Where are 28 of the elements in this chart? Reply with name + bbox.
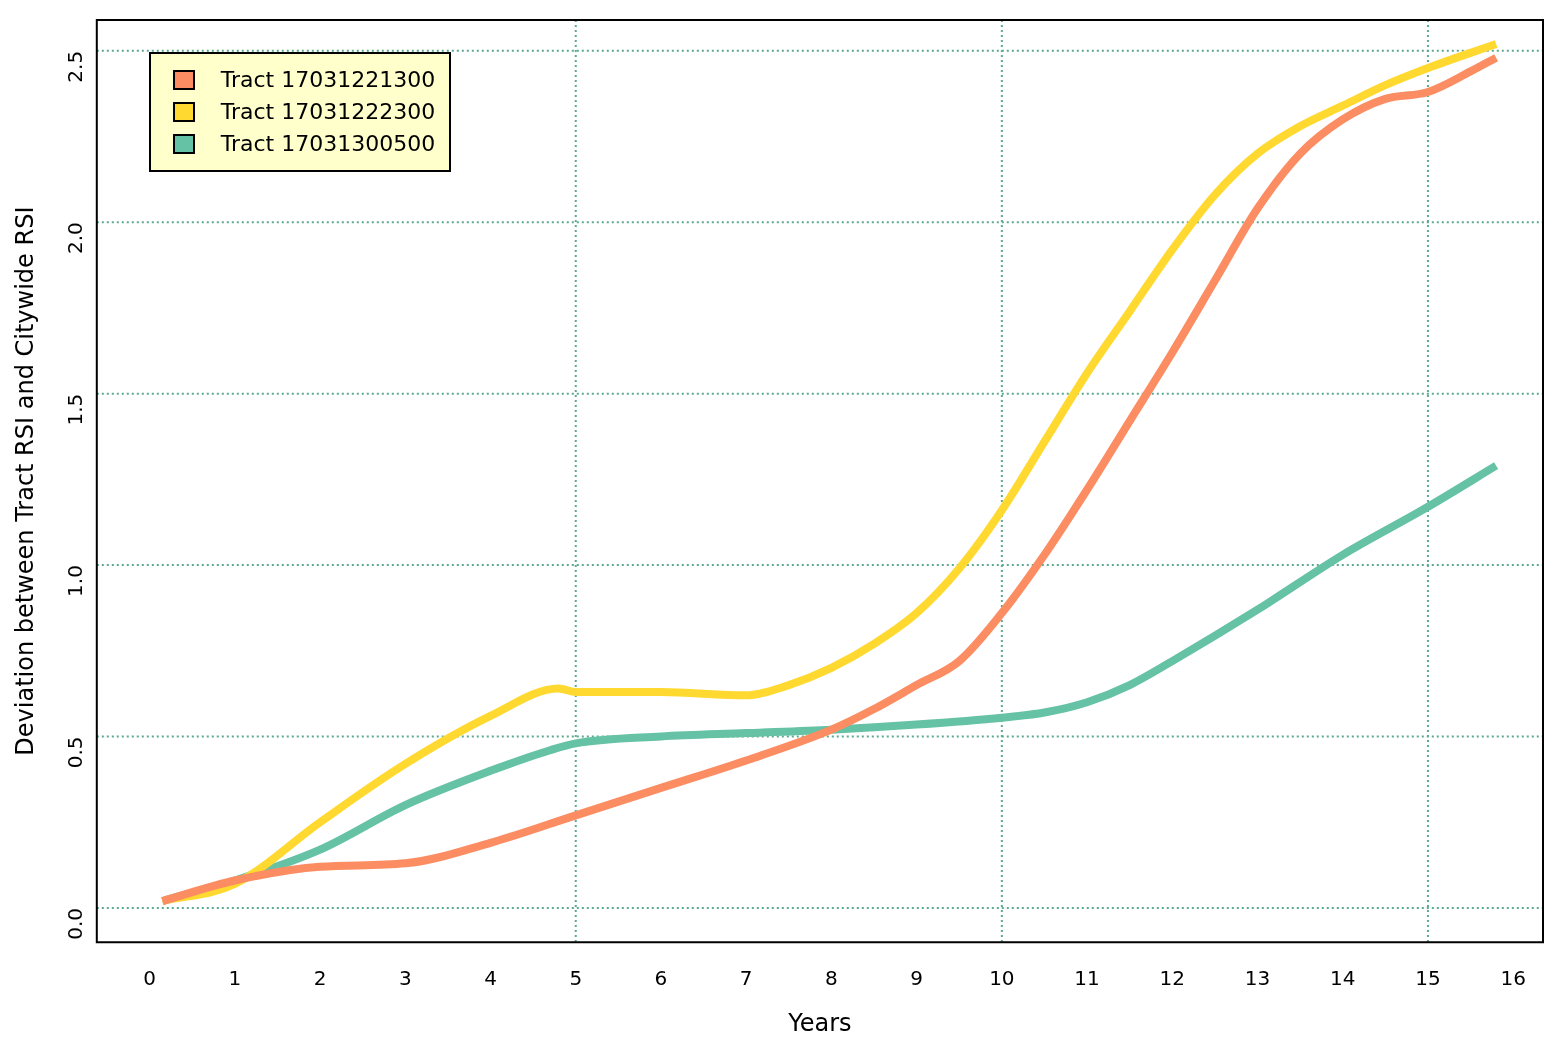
- x-tick-label: 0: [143, 966, 156, 991]
- x-tick-label: 4: [484, 966, 497, 991]
- x-tick-label: 1: [228, 966, 242, 991]
- x-tick-label: 2: [313, 966, 327, 991]
- x-tick-label: 8: [825, 966, 838, 991]
- x-axis-title: Years: [787, 1008, 852, 1037]
- x-tick-label: 11: [1074, 966, 1100, 991]
- x-tick-label: 14: [1330, 966, 1356, 991]
- y-tick-label: 0.0: [63, 907, 87, 940]
- x-tick-label: 15: [1415, 966, 1441, 991]
- x-tick-label: 9: [910, 966, 923, 991]
- legend-label: Tract 17031222300: [220, 98, 436, 126]
- x-tick-label: 3: [398, 966, 412, 991]
- y-tick-label: 2.5: [63, 50, 87, 83]
- x-tick-label: 6: [654, 966, 668, 991]
- legend-label: Tract 17031221300: [220, 66, 436, 94]
- x-tick-label: 7: [739, 966, 753, 991]
- x-tick-label: 12: [1159, 966, 1186, 991]
- legend-label: Tract 17031300500: [220, 130, 436, 158]
- y-tick-label: 1.5: [63, 393, 87, 426]
- x-tick-label: 10: [989, 966, 1015, 991]
- x-tick-label: 5: [569, 966, 583, 991]
- y-tick-label: 1.0: [63, 565, 87, 597]
- y-tick-label: 2.0: [63, 222, 87, 255]
- y-axis-title: Deviation between Tract RSI and Citywide RSI: [10, 206, 39, 756]
- y-tick-label: 0.5: [63, 736, 87, 769]
- x-tick-label: 13: [1244, 966, 1271, 991]
- x-tick-label: 16: [1500, 966, 1526, 991]
